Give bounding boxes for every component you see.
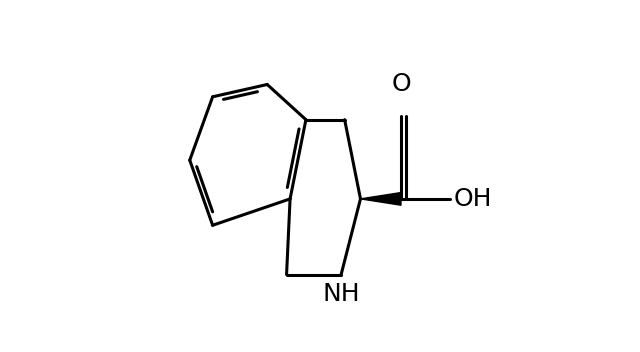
Polygon shape [360, 193, 401, 205]
Text: OH: OH [454, 187, 492, 211]
Text: NH: NH [323, 282, 360, 306]
Text: O: O [391, 73, 411, 96]
